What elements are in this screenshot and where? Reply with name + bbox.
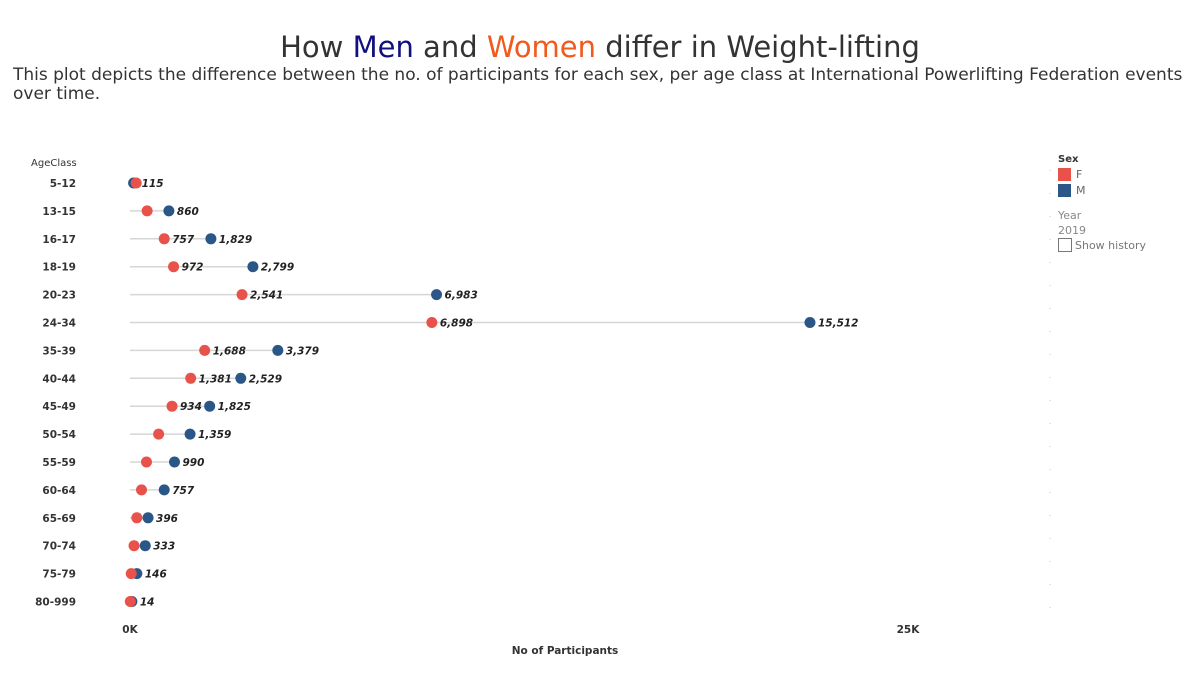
point-m [431,289,443,301]
point-f [236,289,248,301]
show-history-toggle[interactable]: Show history [1058,238,1146,252]
point-f [140,456,152,468]
title-men: Men [352,30,414,64]
data-label: 15,512 [818,318,859,330]
y-tick-label: 65-69 [42,513,76,525]
data-label: 14 [140,597,155,609]
data-label: 1,359 [198,429,231,441]
y-tick-label: 75-79 [42,569,76,581]
data-label: 2,799 [261,262,294,274]
legend-swatch-f [1058,168,1071,181]
legend-title: Sex [1058,154,1079,165]
point-m [235,372,247,384]
y-tick-label: 55-59 [42,457,76,469]
data-label: 396 [156,513,178,525]
show-history-label: Show history [1075,238,1147,252]
data-label: 1,829 [219,234,252,246]
y-tick-label: 5-12 [50,178,76,190]
y-tick-label: 60-64 [42,485,76,497]
point-m [169,456,181,468]
data-label: 3,379 [286,345,319,357]
point-f [125,568,137,580]
data-label: 2,529 [249,373,282,385]
point-f [166,400,178,412]
legend-label-f: F [1076,168,1083,181]
point-m [158,484,170,496]
y-tick-label: 35-39 [42,345,76,357]
data-label: 115 [142,178,164,190]
year-filter-value[interactable]: 2019 [1058,224,1086,237]
point-m [804,317,816,328]
data-label: 934 [180,401,202,413]
data-label: 757 [172,234,195,246]
data-label: 972 [182,262,204,274]
data-label: 990 [183,457,205,469]
title-prefix: How [280,30,353,64]
y-tick-label: 16-17 [42,234,76,246]
chart-title: How Men and Women differ in Weight-lifti… [0,30,1200,64]
panel-divider [1049,170,1051,610]
point-f [158,233,170,245]
data-label: 860 [177,206,199,218]
chart-subtitle: This plot depicts the difference between… [13,65,1183,104]
x-axis-title: No of Participants [512,645,619,657]
title-suffix: differ in Weight-lifting [596,30,920,64]
year-filter-label: Year [1058,209,1082,222]
data-label: 757 [172,485,195,497]
data-label: 333 [153,541,175,553]
y-tick-label: 50-54 [42,429,76,441]
point-m [247,261,259,273]
y-tick-label: 18-19 [42,262,76,274]
data-label: 146 [145,569,167,581]
legend: Sex F M Year 2019 Show history [1058,154,1146,252]
legend-label-m: M [1076,184,1086,197]
title-and: and [413,30,487,64]
y-tick-label: 13-15 [42,206,76,218]
point-m [142,512,154,524]
x-tick-label: 25K [897,624,921,636]
data-label: 2,541 [250,290,283,302]
data-label: 1,381 [199,373,232,385]
y-axis-title: AgeClass [31,158,77,169]
x-tick-label: 0K [122,624,138,636]
y-tick-label: 80-999 [35,597,76,609]
y-tick-label: 40-44 [42,373,76,385]
point-f [199,344,211,356]
point-m [272,344,284,356]
title-women: Women [486,30,597,64]
point-f [153,428,165,440]
show-history-checkbox[interactable] [1058,238,1072,252]
point-m [205,233,217,245]
point-f [124,596,136,607]
data-label: 6,898 [440,318,473,330]
y-tick-label: 20-23 [42,290,76,302]
point-f [141,205,153,217]
y-tick-label: 70-74 [42,541,76,553]
legend-swatch-m [1058,184,1071,197]
point-f [128,540,140,552]
data-label: 1,688 [213,345,246,357]
point-f [131,512,143,524]
point-f [130,177,142,189]
point-f [136,484,148,496]
point-f [185,372,197,384]
data-label: 6,983 [445,290,478,302]
y-tick-label: 45-49 [42,401,76,413]
point-m [204,400,216,412]
legend-item-m[interactable]: M [1058,184,1146,197]
point-m [139,540,151,552]
y-tick-label: 24-34 [42,318,76,330]
data-label: 1,825 [218,401,251,413]
point-m [184,428,196,440]
point-f [168,261,180,273]
point-m [163,205,175,217]
point-f [426,317,438,328]
legend-item-f[interactable]: F [1058,168,1146,181]
